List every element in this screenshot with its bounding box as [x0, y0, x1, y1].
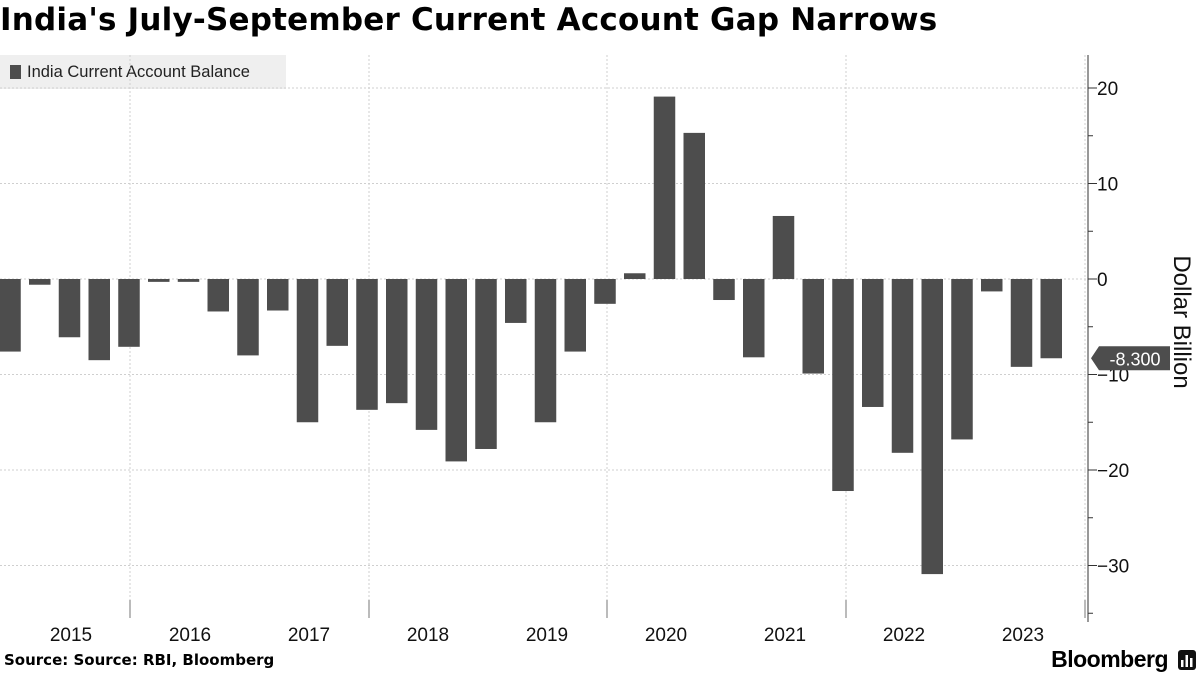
bar	[237, 279, 259, 356]
bar	[1010, 279, 1033, 367]
y-axis: 20 10 0 −10 −20 −30	[1087, 55, 1129, 622]
bar	[386, 279, 408, 404]
bar	[148, 279, 170, 282]
bar	[207, 279, 229, 312]
x-tick-label: 2016	[169, 625, 211, 646]
bar	[505, 279, 527, 323]
bar	[326, 279, 348, 346]
bar	[951, 279, 973, 440]
bloomberg-logo: Bloomberg	[1051, 646, 1168, 672]
source-note: Source: Source: RBI, Bloomberg	[4, 651, 275, 669]
bar	[29, 279, 51, 285]
legend-swatch	[10, 65, 21, 79]
bar	[534, 279, 557, 423]
legend-label: India Current Account Balance	[27, 62, 250, 81]
chart-title: India's July-September Current Account G…	[0, 2, 938, 38]
bar	[624, 273, 646, 279]
bar	[862, 279, 884, 407]
bar	[832, 279, 854, 492]
bar	[981, 279, 1003, 292]
x-tick-label: 2020	[645, 625, 687, 646]
bar	[891, 279, 914, 453]
bar	[802, 279, 824, 374]
bar	[58, 279, 81, 338]
x-tick-label: 2015	[50, 625, 92, 646]
y-tick-label: −10	[1097, 366, 1129, 387]
bar	[683, 132, 705, 279]
bar	[1040, 279, 1062, 359]
last-value-callout: -8.300	[1091, 346, 1170, 371]
callout-label: -8.300	[1109, 349, 1160, 369]
bar	[267, 279, 289, 311]
bar	[594, 279, 616, 304]
y-tick-label: −30	[1097, 557, 1129, 578]
x-axis: 2015 2016 2017 2018 2019 2020 2021 2022 2023	[50, 625, 1044, 646]
legend: India Current Account Balance	[0, 55, 286, 89]
y-tick-label: 10	[1097, 175, 1118, 196]
x-tick-label: 2017	[288, 625, 330, 646]
y-axis-label: Dollar Billion	[1168, 255, 1195, 388]
bar	[0, 279, 21, 352]
bar	[475, 279, 497, 449]
bar	[564, 279, 586, 352]
bar	[713, 279, 735, 301]
bar	[743, 279, 765, 358]
callout-box	[1091, 346, 1170, 371]
bar	[356, 279, 378, 410]
bar	[653, 96, 676, 279]
x-tick-label: 2021	[764, 625, 806, 646]
x-tick-label: 2018	[407, 625, 449, 646]
bars	[0, 96, 1062, 575]
bar	[445, 279, 467, 462]
bar	[772, 215, 795, 279]
y-tick-label: −20	[1097, 461, 1129, 482]
y-tick-label: 20	[1097, 79, 1118, 100]
bar	[88, 279, 110, 361]
bar	[921, 279, 943, 575]
bar	[296, 279, 319, 423]
x-tick-label: 2022	[883, 625, 925, 646]
bar	[177, 279, 200, 282]
x-tick-label: 2023	[1002, 625, 1044, 646]
bar	[118, 279, 140, 347]
bloomberg-logo-icon	[1178, 650, 1196, 670]
bar	[415, 279, 438, 430]
y-tick-label: 0	[1097, 270, 1108, 291]
x-tick-label: 2019	[526, 625, 568, 646]
